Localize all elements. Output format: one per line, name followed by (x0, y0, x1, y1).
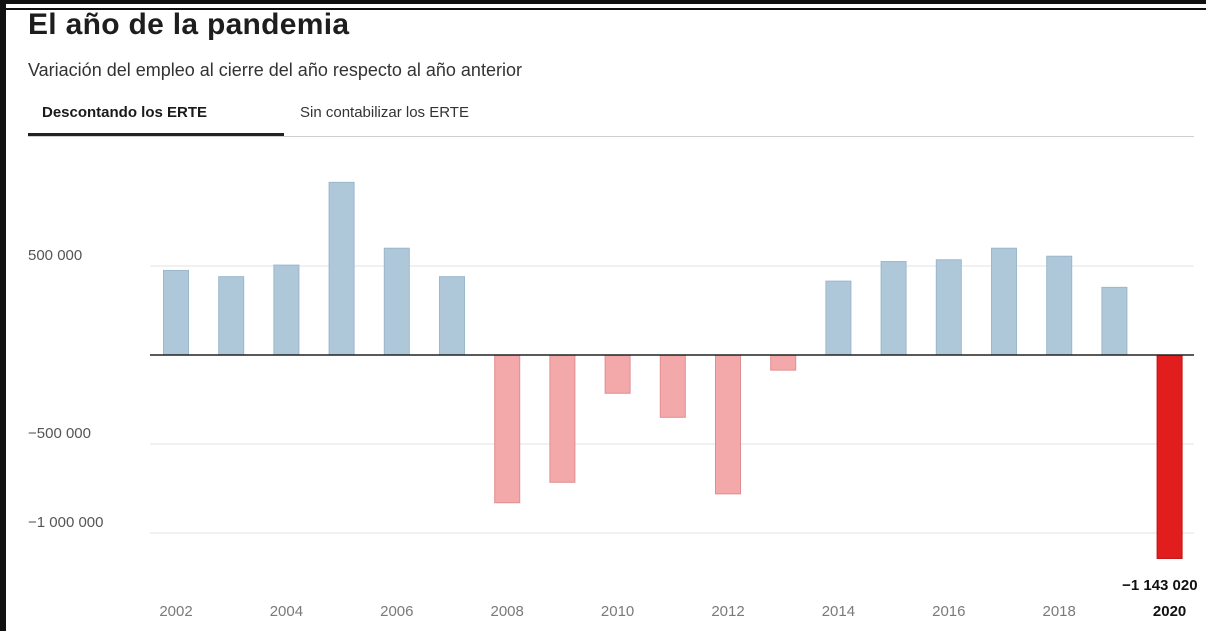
frame-top-border (0, 0, 1206, 4)
bar-2020 (1156, 354, 1183, 559)
y-tick-label: −500 000 (28, 425, 91, 442)
bar-2018 (1046, 255, 1073, 356)
x-tick-label-2008: 2008 (491, 603, 524, 620)
y-tick-label: 500 000 (28, 247, 82, 264)
bar-2014 (825, 280, 852, 356)
bar-2012 (715, 354, 741, 495)
bar-2010 (604, 354, 631, 394)
chart-subtitle: Variación del empleo al cierre del año r… (28, 60, 522, 80)
bar-2011 (659, 354, 686, 418)
bar-2019 (1101, 286, 1128, 356)
x-tick-label-2010: 2010 (601, 603, 634, 620)
tab-sin-contabilizar-erte[interactable]: Sin contabilizar los ERTE (300, 104, 469, 121)
active-tab-indicator (28, 133, 284, 136)
bar-2002 (163, 269, 189, 356)
bar-2017 (991, 247, 1017, 356)
x-tick-label-2020: 2020 (1153, 603, 1186, 620)
bar-2003 (218, 276, 245, 356)
x-tick-label-2012: 2012 (711, 603, 744, 620)
chart-title: El año de la pandemia (28, 8, 350, 41)
y-tick-label: −1 000 000 (28, 514, 104, 531)
frame-left-border (0, 0, 6, 631)
frame-top-inner-border (6, 8, 1206, 10)
bar-2016 (935, 259, 962, 356)
bar-2004 (273, 264, 300, 356)
bar-2015 (880, 261, 907, 356)
bar-2013 (770, 354, 797, 371)
bar-2009 (549, 354, 576, 483)
x-tick-label-2014: 2014 (822, 603, 855, 620)
x-tick-label-2016: 2016 (932, 603, 965, 620)
x-tick-label-2006: 2006 (380, 603, 413, 620)
bar-2006 (383, 247, 410, 356)
highlight-value-label: −1 143 020 (1122, 577, 1198, 594)
x-tick-label-2018: 2018 (1043, 603, 1076, 620)
x-tick-label-2002: 2002 (159, 603, 192, 620)
tab-bar: Descontando los ERTE Sin contabilizar lo… (28, 96, 1194, 137)
x-tick-label-2004: 2004 (270, 603, 303, 620)
bar-2007 (439, 276, 465, 356)
bar-chart: 500 000 −500 000 −1 000 000 2002 2004 2006 200… (28, 181, 1198, 620)
bar-2005 (328, 181, 355, 356)
tab-descontando-erte[interactable]: Descontando los ERTE (42, 104, 208, 121)
bar-2008 (494, 354, 521, 504)
